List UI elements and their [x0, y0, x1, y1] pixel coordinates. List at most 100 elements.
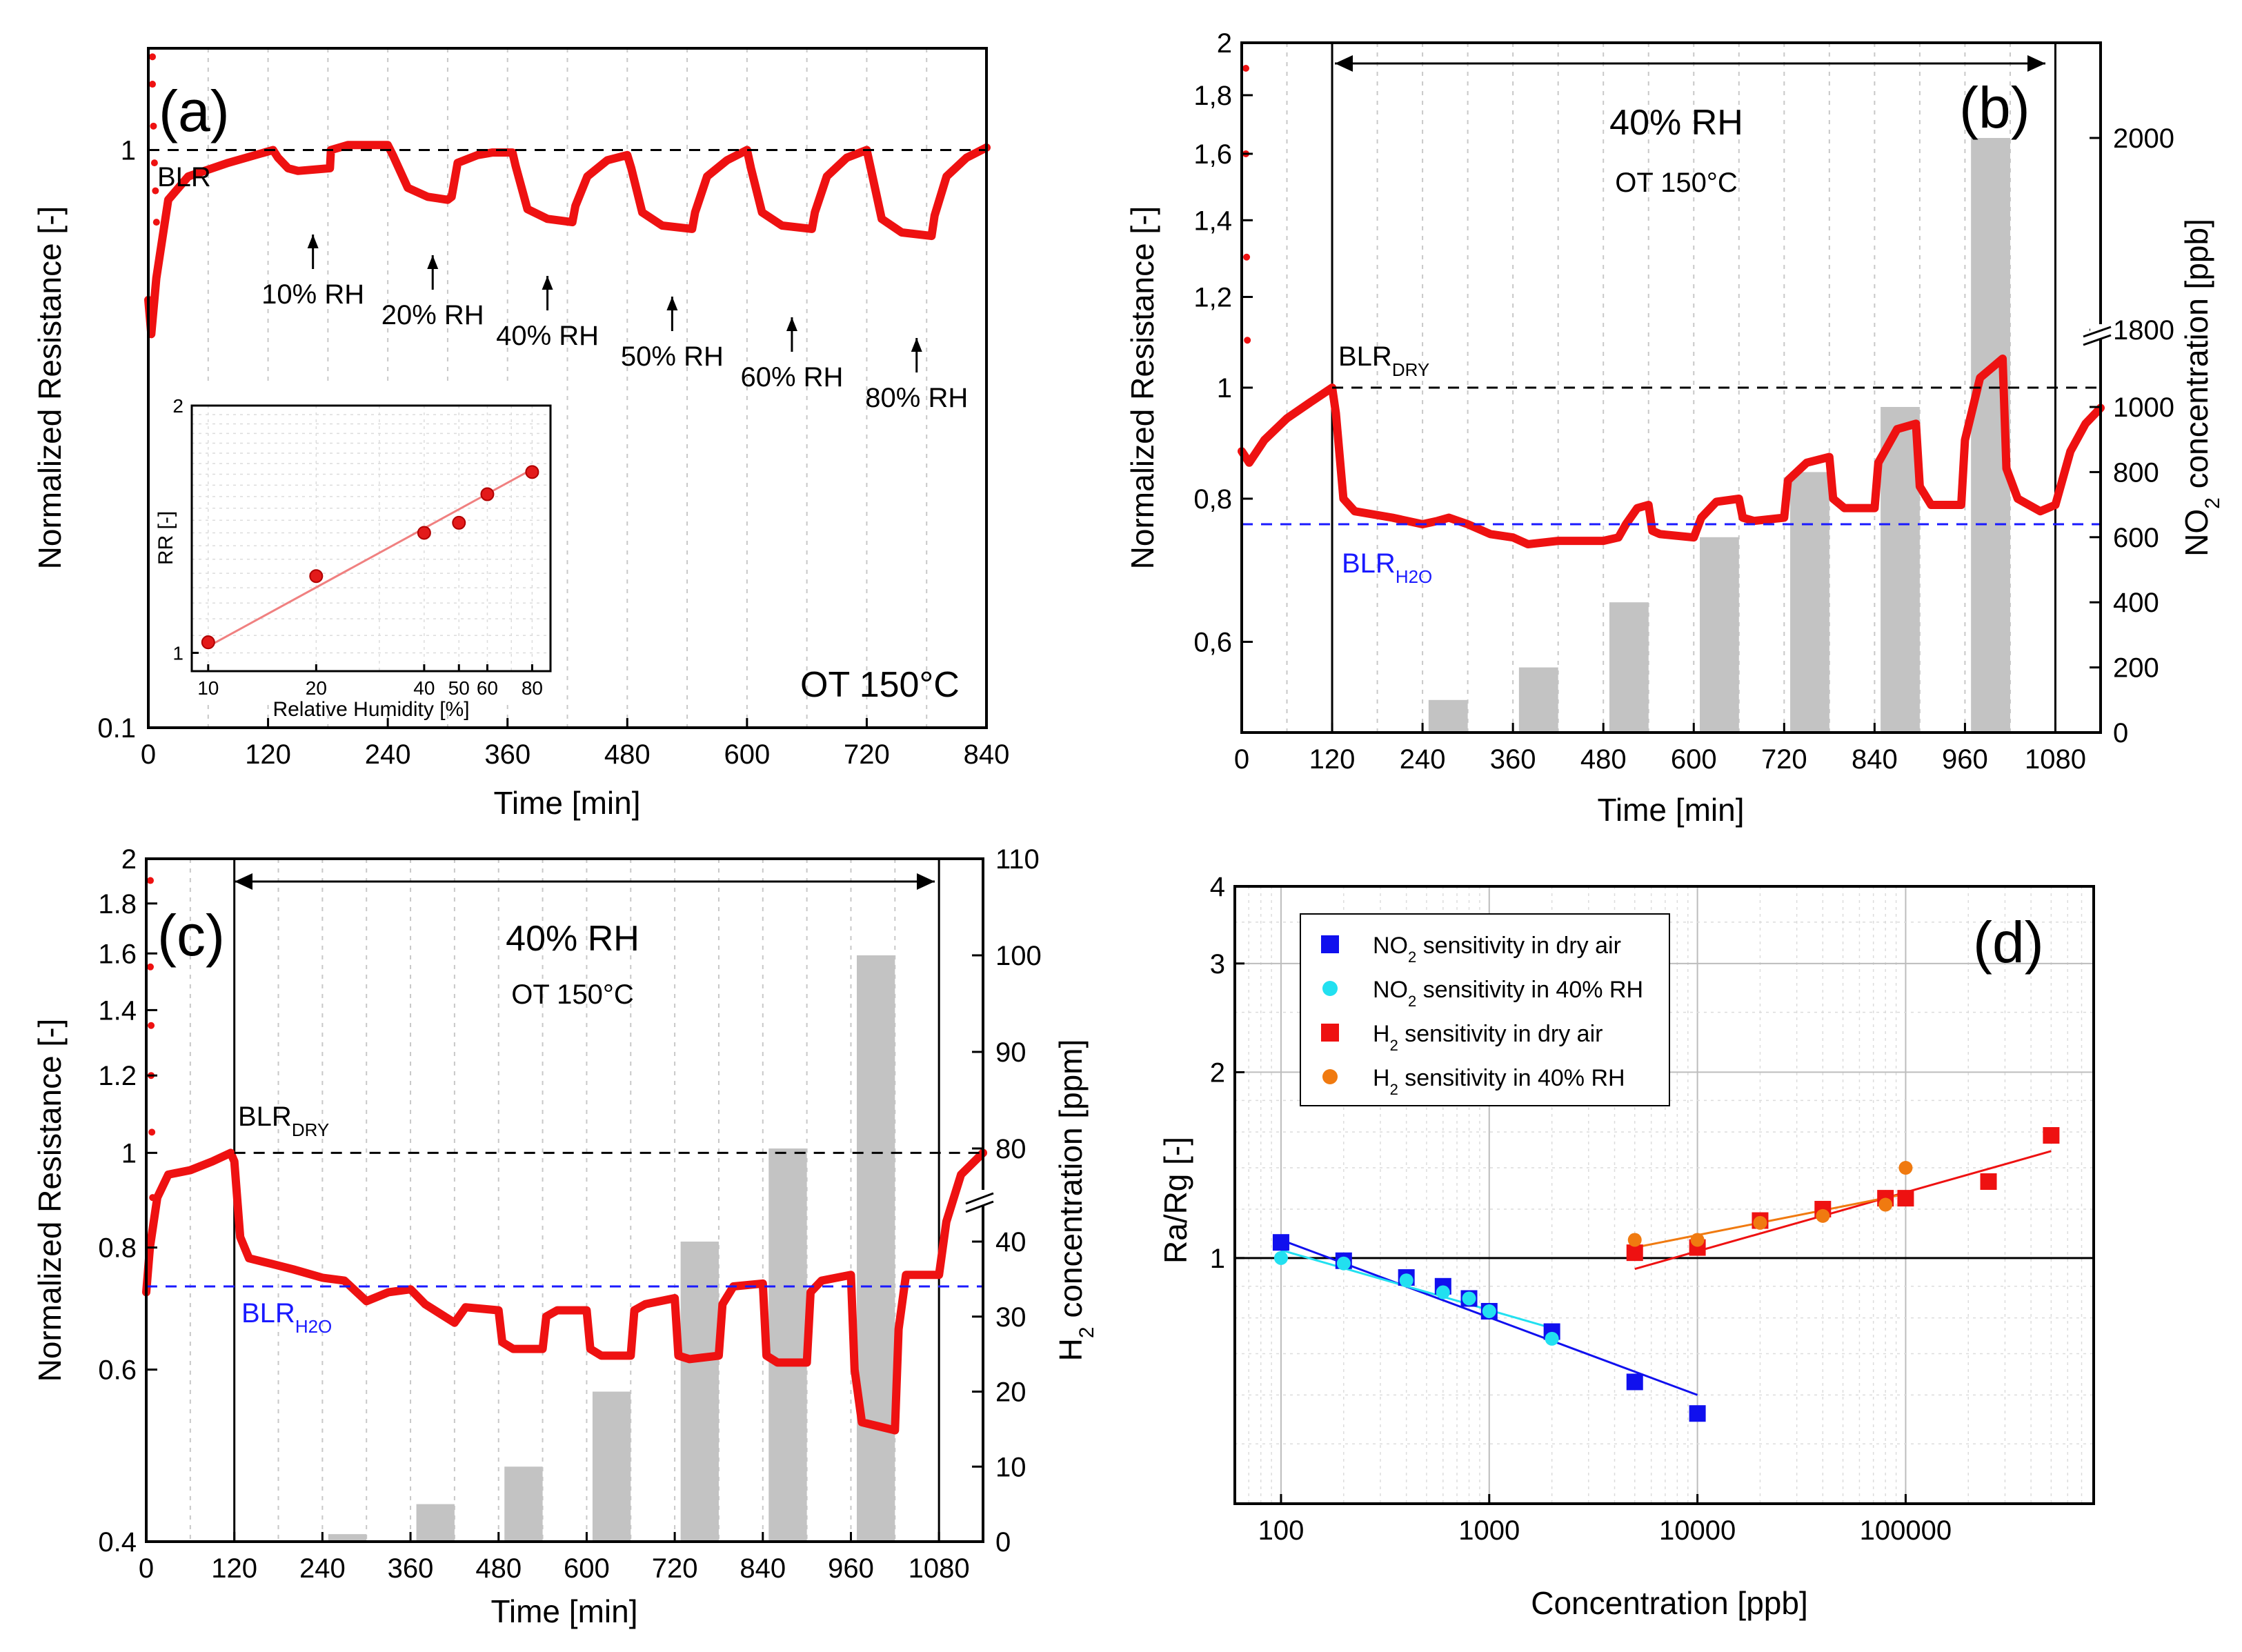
d-data-point	[1980, 1173, 1997, 1190]
d-legend-marker	[1321, 935, 1339, 953]
a-resistance-trace	[144, 141, 991, 339]
c-x-tick-label: 720	[652, 1553, 698, 1584]
inset-points	[201, 465, 539, 650]
c-x-tick-label: 480	[475, 1553, 522, 1584]
d-x-tick-label: 10000	[1659, 1515, 1736, 1546]
c-start-point	[149, 1194, 157, 1202]
a-annotation-arrowhead	[911, 338, 922, 352]
c-y-right-tick-label: 0	[995, 1527, 1011, 1558]
c-start-point	[147, 877, 154, 884]
d-data-point	[1897, 1190, 1914, 1207]
d-legend-marker	[1321, 1024, 1339, 1042]
b-y-tick-label: 0,6	[1193, 627, 1232, 657]
a-start-point	[150, 122, 157, 130]
b-concentration-bar	[1790, 472, 1829, 733]
c-condition-label: OT 150°C	[511, 979, 634, 1010]
inset-point	[525, 465, 539, 479]
c-y-tick-label: 0.6	[98, 1355, 137, 1386]
c-concentration-bar	[328, 1534, 367, 1542]
d-x-tick-label: 100	[1258, 1515, 1304, 1546]
inset-frame	[190, 404, 552, 673]
d-x-axis-title: Concentration [ppb]	[1531, 1585, 1808, 1621]
c-concentration-bar	[768, 1148, 807, 1542]
inset-x-tick-label: 10	[197, 677, 219, 699]
c-resistance-trace	[142, 1148, 987, 1435]
b-y-tick-label: 1,6	[1193, 139, 1232, 170]
d-data-point	[1336, 1256, 1351, 1271]
d-panel-label: (d)	[1973, 910, 2044, 975]
a-x-tick-label: 0	[141, 739, 156, 770]
a-annotation-arrowhead	[542, 276, 553, 290]
a-inset: 10 20 40 50 60 80 12 Relative Humidity [%] RR…	[155, 386, 555, 721]
inset-x-tick-label: 60	[477, 677, 498, 699]
b-x-ticks: 0 120 240 360 480 600 720 840 960 1080	[1234, 723, 2086, 775]
c-x-axis-title: Time [min]	[491, 1593, 638, 1629]
b-y-right-tick-label: 1800	[2113, 315, 2174, 346]
c-x-tick-label: 1080	[909, 1553, 970, 1584]
d-legend-marker	[1322, 1069, 1338, 1084]
d-y-tick-label: 2	[1210, 1057, 1225, 1088]
c-humidity-label: 40% RH	[506, 919, 639, 959]
b-y-ticks: 0,6 0,8 1 1,2 1,4 1,6 1,8 2	[1193, 28, 1253, 657]
c-concentration-bar	[416, 1504, 455, 1542]
c-concentration-bar	[504, 1466, 543, 1542]
c-x-tick-label: 960	[828, 1553, 874, 1584]
b-x-tick-label: 480	[1580, 744, 1627, 775]
c-span-arrow	[235, 873, 935, 890]
d-y-tick-label: 3	[1210, 949, 1225, 979]
c-y-right-tick-label: 110	[995, 844, 1040, 875]
inset-fit-line	[208, 468, 533, 648]
inset-point	[480, 487, 495, 501]
d-y-tick-label: 1	[1210, 1244, 1225, 1274]
d-data-point	[1878, 1197, 1893, 1212]
d-data-point	[2043, 1127, 2060, 1144]
b-y-tick-label: 1,4	[1193, 206, 1232, 236]
b-y-right-tick-label: 1000	[2113, 392, 2174, 423]
b-y-right-tick-label: 800	[2113, 457, 2159, 488]
inset-gridlines	[192, 405, 551, 671]
b-concentration-bar	[1518, 667, 1558, 733]
c-y-right-tick-label: 20	[995, 1377, 1026, 1408]
c-y-tick-label: 2	[121, 844, 137, 875]
b-span-arrow	[1335, 55, 2045, 72]
b-x-tick-label: 360	[1490, 744, 1536, 775]
a-annotations: 10% RH 20% RH 40% RH 50% RH 60% RH 80% RH	[261, 235, 968, 413]
b-y-tick-label: 1,2	[1193, 282, 1232, 312]
b-concentration-bar	[1881, 407, 1920, 733]
a-x-tick-label: 840	[964, 739, 1010, 770]
d-x-tick-label: 100000	[1860, 1515, 1952, 1546]
d-fit-line	[1280, 1248, 1553, 1329]
inset-y-axis-title: RR [-]	[155, 511, 177, 565]
d-y-tick-label: 4	[1210, 872, 1225, 902]
c-trace-group	[142, 877, 987, 1435]
c-bars	[328, 955, 895, 1542]
c-y-tick-label: 1.6	[98, 939, 137, 969]
a-panel-label: (a)	[159, 79, 230, 143]
c-x-tick-label: 600	[564, 1553, 610, 1584]
a-x-tick-label: 720	[844, 739, 890, 770]
b-humidity-label: 40% RH	[1609, 103, 1743, 143]
d-data-point	[1462, 1291, 1476, 1306]
b-y-axis-title: Normalized Resistance [-]	[1124, 206, 1160, 570]
c-concentration-bar	[680, 1242, 719, 1542]
a-start-point	[152, 187, 159, 195]
b-concentration-bar	[1609, 602, 1649, 733]
c-y-right-axis-title: H2 concentration [ppm]	[1053, 1039, 1098, 1362]
d-y-ticks: 1 2 3 4	[1210, 872, 1244, 1274]
a-start-point	[149, 53, 156, 61]
c-y-right-ticks: 0 10 20 30 40 80 90 100 110	[972, 844, 1042, 1558]
d-fit-line	[1634, 1193, 1906, 1249]
d-data-point	[1545, 1331, 1559, 1346]
c-y-tick-label: 1	[121, 1138, 137, 1168]
a-condition-label: OT 150°C	[800, 665, 960, 705]
panel-c: 0 120 240 360 480 600 720 840 960 1080 0.40.60.81…	[32, 844, 1098, 1629]
b-y-tick-label: 2	[1217, 28, 1232, 59]
c-blr-h2o-label: BLRH2O	[241, 1298, 332, 1337]
inset-x-axis-title: Relative Humidity [%]	[272, 698, 469, 721]
a-annotation-label: 40% RH	[496, 321, 599, 351]
c-concentration-bar	[856, 955, 895, 1542]
c-x-ticks: 0 120 240 360 480 600 720 840 960 1080	[139, 1532, 970, 1584]
d-legend-label: H2 sensitivity in 40% RH	[1373, 1065, 1625, 1098]
c-start-point	[148, 1128, 156, 1136]
c-y-tick-label: 1.4	[98, 995, 137, 1026]
